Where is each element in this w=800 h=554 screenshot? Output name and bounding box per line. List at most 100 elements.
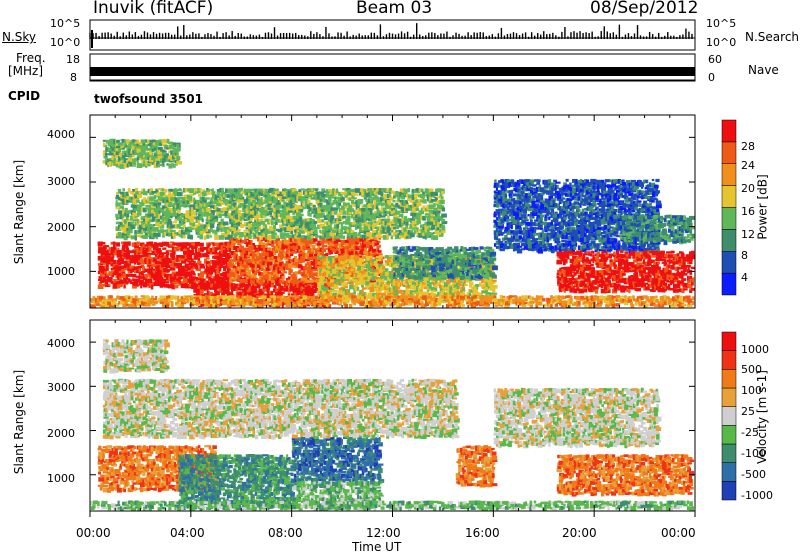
power-cell — [157, 249, 161, 254]
nsearch-tick-bottom: 10^0 — [706, 36, 737, 49]
power-cell — [288, 210, 293, 213]
power-cell — [243, 266, 249, 271]
power-cell — [340, 234, 343, 239]
power-cell — [180, 276, 185, 279]
power-cell — [114, 249, 118, 253]
power-cell — [178, 276, 182, 280]
power-cell — [220, 242, 224, 246]
power-cell — [273, 271, 278, 276]
power-cell — [336, 247, 340, 250]
power-cell — [155, 263, 161, 266]
power-cell — [316, 219, 322, 223]
power-cell — [148, 260, 151, 264]
power-cell — [110, 255, 115, 258]
power-cell — [235, 255, 239, 261]
power-cell — [248, 272, 252, 277]
power-cell — [153, 242, 157, 247]
power-cell — [340, 244, 344, 248]
nsearch-tick-top: 10^5 — [706, 17, 737, 30]
power-cell — [159, 260, 165, 265]
power-cell — [388, 194, 392, 197]
power-cell — [243, 277, 247, 280]
power-cell — [212, 283, 216, 287]
power-cell — [245, 242, 250, 247]
power-cell — [143, 188, 146, 193]
power-cell — [294, 256, 297, 259]
power-cell — [298, 288, 302, 293]
power-cell — [188, 244, 192, 248]
power-cell — [148, 247, 152, 252]
power-cell — [331, 276, 335, 281]
power-cell — [216, 247, 220, 251]
power-cell — [225, 285, 228, 289]
power-cell — [231, 286, 237, 291]
power-cell — [424, 199, 427, 204]
power-cell — [199, 276, 204, 279]
power-cell — [264, 250, 269, 256]
power-cell — [296, 290, 302, 296]
power-cell — [184, 267, 189, 272]
power-cell — [376, 258, 382, 261]
power-ytick-2000: 2000 — [47, 221, 75, 234]
power-cell — [193, 296, 196, 300]
power-cell — [221, 291, 224, 297]
power-cell — [259, 274, 265, 279]
power-cell — [182, 245, 186, 249]
power-cell — [165, 265, 168, 271]
power-cell — [165, 250, 170, 254]
power-cell — [262, 251, 265, 257]
power-cell — [357, 198, 364, 204]
power-cell — [424, 234, 427, 240]
power-cell — [226, 271, 232, 274]
power-cell — [174, 281, 181, 285]
power-cell — [279, 264, 284, 269]
power-cell — [281, 243, 287, 249]
power-cell — [199, 273, 205, 277]
power-ytick-4000: 4000 — [47, 128, 75, 141]
nsky-tick-bottom: 10^0 — [50, 36, 81, 49]
power-cell — [178, 265, 184, 270]
power-cell — [273, 278, 277, 283]
power-cell — [271, 242, 275, 248]
power-cell — [233, 202, 236, 208]
power-cell — [289, 243, 293, 247]
power-cell — [304, 283, 311, 287]
power-cell — [311, 248, 314, 252]
power-cell — [310, 261, 316, 266]
power-cell — [222, 249, 228, 255]
power-cell — [354, 232, 357, 237]
power-cell — [258, 272, 263, 276]
power-cell — [245, 250, 249, 256]
power-cell — [133, 250, 138, 254]
power-cell — [253, 283, 257, 287]
power-cell — [340, 265, 344, 269]
power-cell — [242, 291, 246, 296]
power-cell — [310, 256, 314, 261]
freq-band — [90, 67, 695, 76]
power-cell — [332, 257, 335, 263]
power-cell — [114, 265, 120, 270]
power-cell — [235, 286, 239, 291]
power-cell — [214, 285, 220, 289]
power-cell — [393, 278, 396, 283]
power-cell — [340, 205, 345, 211]
power-cell — [193, 280, 197, 283]
power-cell — [304, 274, 309, 278]
power-cell — [100, 279, 104, 284]
power-cell — [220, 244, 224, 249]
power-cell — [254, 260, 259, 264]
power-cell — [145, 190, 148, 196]
power-cell — [178, 279, 181, 284]
power-cell — [148, 268, 152, 272]
power-cell — [188, 261, 193, 266]
power-cell — [201, 218, 204, 223]
power-cell — [97, 255, 101, 261]
power-cell — [169, 273, 173, 277]
power-cell — [208, 274, 213, 277]
power-cell — [201, 265, 205, 269]
power-cell — [229, 269, 233, 274]
power-cell — [428, 232, 432, 235]
power-cell — [292, 261, 295, 266]
power-cell — [306, 242, 310, 247]
power-cell — [132, 189, 136, 192]
